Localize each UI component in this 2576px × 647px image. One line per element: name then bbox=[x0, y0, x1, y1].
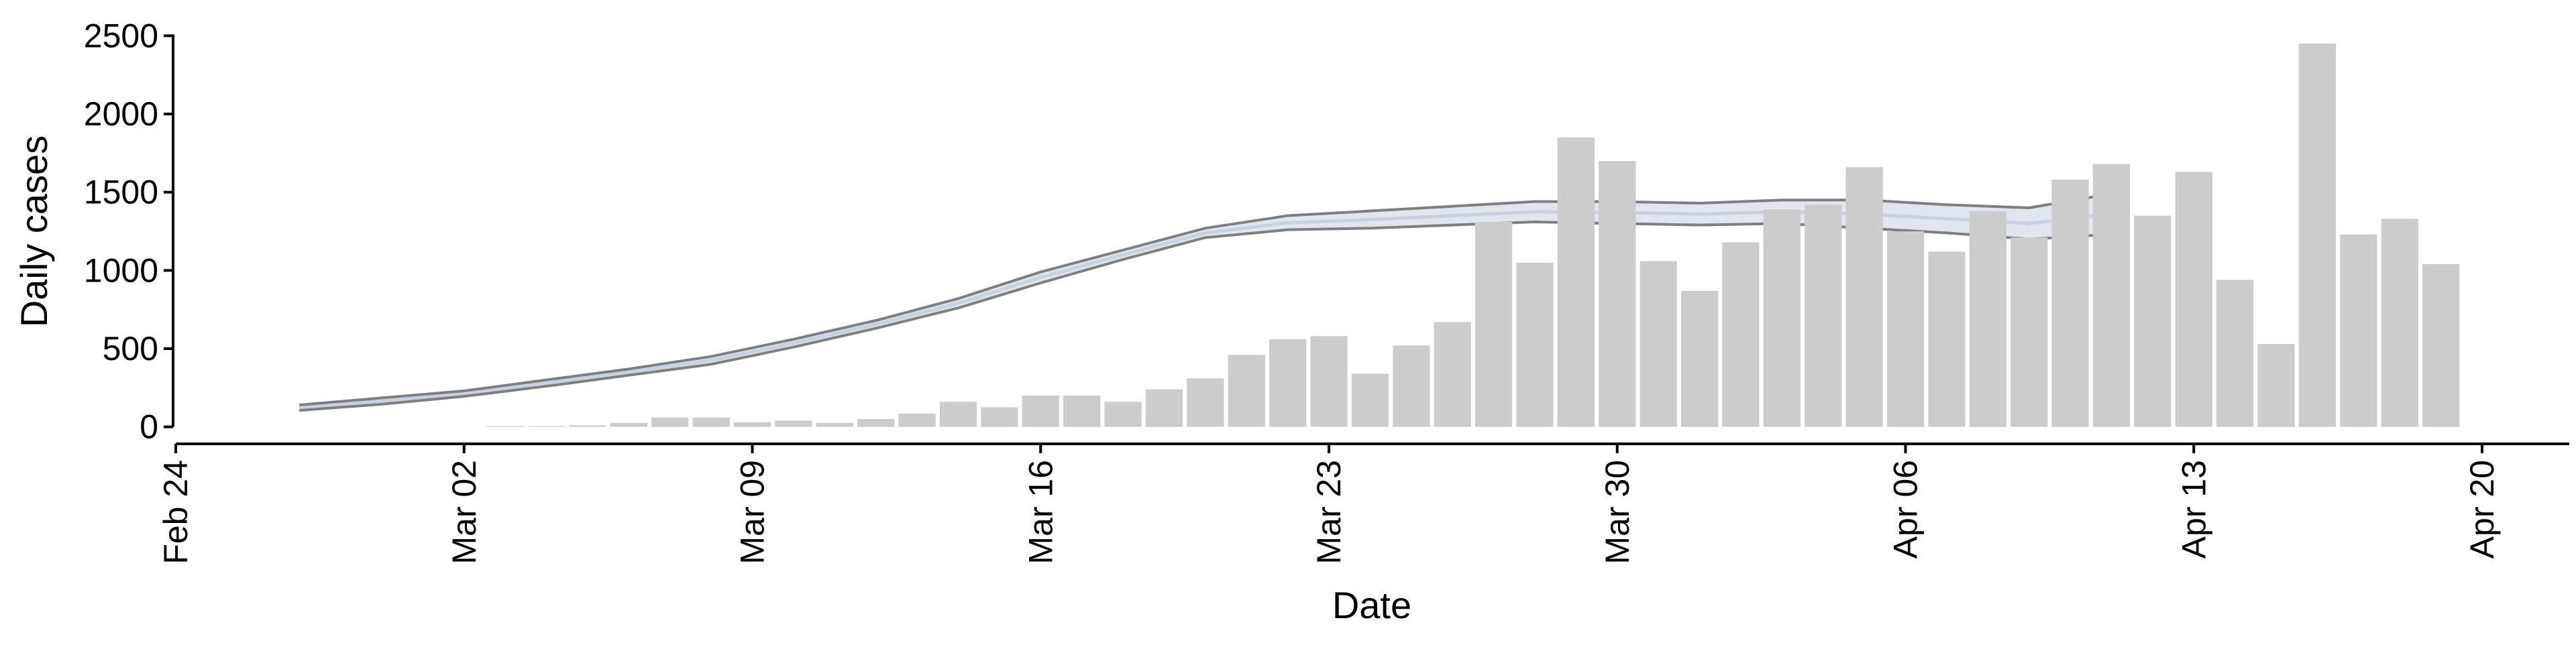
bar bbox=[2092, 164, 2131, 427]
x-tick-label: Mar 16 bbox=[1022, 460, 1059, 565]
bar bbox=[569, 425, 606, 427]
bar bbox=[1228, 355, 1265, 427]
bar bbox=[651, 417, 689, 427]
bar bbox=[1763, 209, 1801, 427]
x-axis-title: Date bbox=[1332, 584, 1411, 626]
bar bbox=[1680, 290, 1719, 427]
bar bbox=[1063, 396, 1101, 427]
x-tick-label: Mar 23 bbox=[1310, 460, 1348, 565]
bar bbox=[1886, 231, 1925, 427]
bar bbox=[1969, 211, 2006, 427]
x-tick-label: Apr 13 bbox=[2175, 460, 2212, 558]
y-tick-label: 1500 bbox=[84, 174, 158, 211]
bar bbox=[527, 426, 566, 427]
bar bbox=[1393, 345, 1430, 427]
bar bbox=[1351, 373, 1389, 427]
bar bbox=[2298, 44, 2337, 427]
bar bbox=[898, 413, 936, 427]
bar bbox=[692, 417, 730, 427]
bar bbox=[816, 422, 853, 427]
bar bbox=[1104, 402, 1142, 427]
y-axis-title: Daily cases bbox=[13, 135, 55, 327]
bars-layer bbox=[486, 44, 2460, 427]
y-tick-label: 2000 bbox=[84, 95, 158, 133]
bar bbox=[981, 407, 1018, 427]
trend-upper-line bbox=[299, 192, 2112, 406]
bar bbox=[1805, 204, 1842, 427]
x-tick-label: Mar 30 bbox=[1599, 460, 1636, 565]
bar bbox=[2257, 344, 2295, 427]
bar bbox=[2216, 280, 2254, 427]
bar bbox=[939, 402, 977, 427]
bar bbox=[1022, 396, 1059, 427]
bar bbox=[2051, 180, 2089, 427]
bar bbox=[2381, 219, 2418, 427]
bar bbox=[857, 419, 895, 427]
x-tick-label: Mar 09 bbox=[734, 460, 771, 565]
bar bbox=[2134, 215, 2171, 427]
y-tick-label: 1000 bbox=[84, 251, 158, 289]
bar bbox=[610, 422, 647, 427]
y-tick-label: 2500 bbox=[84, 17, 158, 54]
x-tick-label: Apr 06 bbox=[1887, 460, 1925, 558]
bar bbox=[733, 422, 771, 427]
bar bbox=[2010, 237, 2048, 427]
bar bbox=[1145, 389, 1183, 427]
y-tick-label: 500 bbox=[103, 330, 158, 367]
bar bbox=[1599, 161, 1636, 427]
bar bbox=[1722, 242, 1760, 427]
bar bbox=[1557, 137, 1595, 427]
axes-layer: 0 500 1000 1500 2000 2500 Feb 24 Mar 02 Mar 09 Ma… bbox=[84, 17, 2569, 565]
bar bbox=[1187, 378, 1224, 427]
x-tick-label: Feb 24 bbox=[157, 460, 195, 565]
bar bbox=[1434, 322, 1471, 427]
bar bbox=[2175, 172, 2212, 427]
bar bbox=[1845, 167, 1883, 427]
bar bbox=[1269, 339, 1307, 427]
bar bbox=[2422, 264, 2460, 427]
bar bbox=[1310, 336, 1348, 427]
y-tick-label: 0 bbox=[140, 408, 158, 446]
x-tick-label: Apr 20 bbox=[2463, 460, 2501, 558]
bar bbox=[1516, 262, 1554, 427]
bar bbox=[1640, 261, 1677, 427]
x-tick-label: Mar 02 bbox=[445, 460, 483, 565]
bar bbox=[775, 420, 812, 427]
bar bbox=[2340, 234, 2377, 427]
bar bbox=[486, 426, 524, 427]
bar bbox=[1928, 251, 1966, 427]
bar bbox=[1474, 222, 1513, 427]
